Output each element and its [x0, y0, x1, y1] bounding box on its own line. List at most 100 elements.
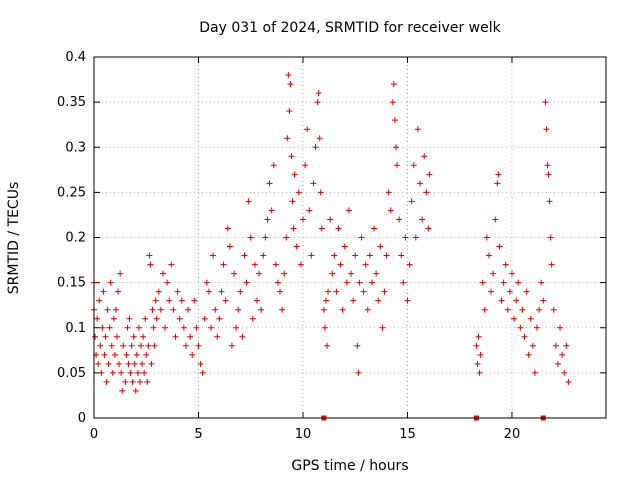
data-point	[366, 252, 373, 259]
data-point	[108, 342, 115, 349]
data-point	[191, 297, 198, 304]
data-point	[247, 234, 254, 241]
data-point	[511, 315, 518, 322]
data-point	[274, 279, 281, 286]
data-point	[241, 252, 248, 259]
axis-ticks: 0 0.05 0.1 0.15 0.2 0.25 0.3 0.35 0.4 0 5 10 15 20	[57, 50, 606, 442]
data-point	[557, 324, 564, 331]
data-point	[95, 360, 102, 367]
data-point	[375, 297, 382, 304]
data-point	[157, 306, 164, 313]
data-point	[362, 261, 369, 268]
data-point	[214, 333, 221, 340]
data-point	[392, 144, 399, 151]
data-point	[290, 225, 297, 232]
data-point	[233, 324, 240, 331]
data-point	[316, 135, 323, 142]
data-point	[341, 243, 348, 250]
data-point	[479, 279, 486, 286]
data-point	[237, 288, 244, 295]
data-point	[325, 288, 332, 295]
data-point	[345, 207, 352, 214]
data-point	[117, 270, 124, 277]
data-point	[310, 180, 317, 187]
data-point	[98, 369, 105, 376]
data-point	[502, 261, 509, 268]
data-point	[131, 360, 138, 367]
data-point	[139, 360, 146, 367]
data-point	[111, 351, 118, 358]
data-point	[563, 342, 570, 349]
data-point	[500, 279, 507, 286]
data-point	[477, 351, 484, 358]
data-point	[101, 351, 108, 358]
data-point	[176, 315, 183, 322]
data-point	[132, 387, 139, 394]
data-point	[201, 315, 208, 322]
data-point	[534, 324, 541, 331]
data-point	[519, 306, 526, 313]
data-point	[327, 216, 334, 223]
data-point	[358, 234, 365, 241]
data-point	[218, 288, 225, 295]
data-point	[289, 198, 296, 205]
data-point	[268, 207, 275, 214]
data-point	[561, 369, 568, 376]
data-point	[258, 306, 265, 313]
data-point	[538, 279, 545, 286]
data-point	[136, 378, 143, 385]
data-point	[210, 252, 217, 259]
data-point	[400, 279, 407, 286]
data-point	[94, 315, 101, 322]
data-point	[312, 144, 319, 151]
data-point	[379, 324, 386, 331]
data-point	[324, 342, 331, 349]
data-point	[496, 243, 503, 250]
data-point	[542, 99, 549, 106]
data-point	[394, 162, 401, 169]
data-point	[228, 342, 235, 349]
data-point	[245, 198, 252, 205]
data-point	[291, 171, 298, 178]
data-point	[417, 180, 424, 187]
data-point	[331, 252, 338, 259]
data-point	[260, 252, 267, 259]
data-point	[322, 297, 329, 304]
data-point	[129, 378, 136, 385]
data-point	[548, 261, 555, 268]
data-point	[128, 342, 135, 349]
data-point	[251, 261, 258, 268]
data-point	[506, 288, 513, 295]
data-point	[222, 297, 229, 304]
data-point	[527, 315, 534, 322]
data-point	[495, 171, 502, 178]
data-point	[286, 108, 293, 115]
data-point	[123, 351, 130, 358]
data-point	[348, 270, 355, 277]
data-point	[153, 315, 160, 322]
data-point	[481, 306, 488, 313]
data-point	[243, 279, 250, 286]
x-tick-label: 0	[90, 427, 98, 442]
data-point	[402, 234, 409, 241]
data-point	[515, 279, 522, 286]
data-point	[231, 270, 238, 277]
data-point	[256, 270, 263, 277]
y-tick-label: 0.3	[65, 140, 86, 155]
data-point	[425, 225, 432, 232]
data-point	[142, 315, 149, 322]
data-point	[174, 288, 181, 295]
y-tick-label: 0.05	[57, 366, 86, 381]
data-point	[302, 162, 309, 169]
data-point	[390, 81, 397, 88]
data-point	[96, 297, 103, 304]
data-point	[152, 297, 159, 304]
y-tick-label: 0.4	[65, 50, 86, 65]
data-point	[138, 342, 145, 349]
data-point	[140, 333, 147, 340]
data-point	[235, 306, 242, 313]
data-point	[485, 252, 492, 259]
data-point	[224, 225, 231, 232]
x-tick-label: 5	[194, 427, 202, 442]
data-point	[203, 279, 210, 286]
